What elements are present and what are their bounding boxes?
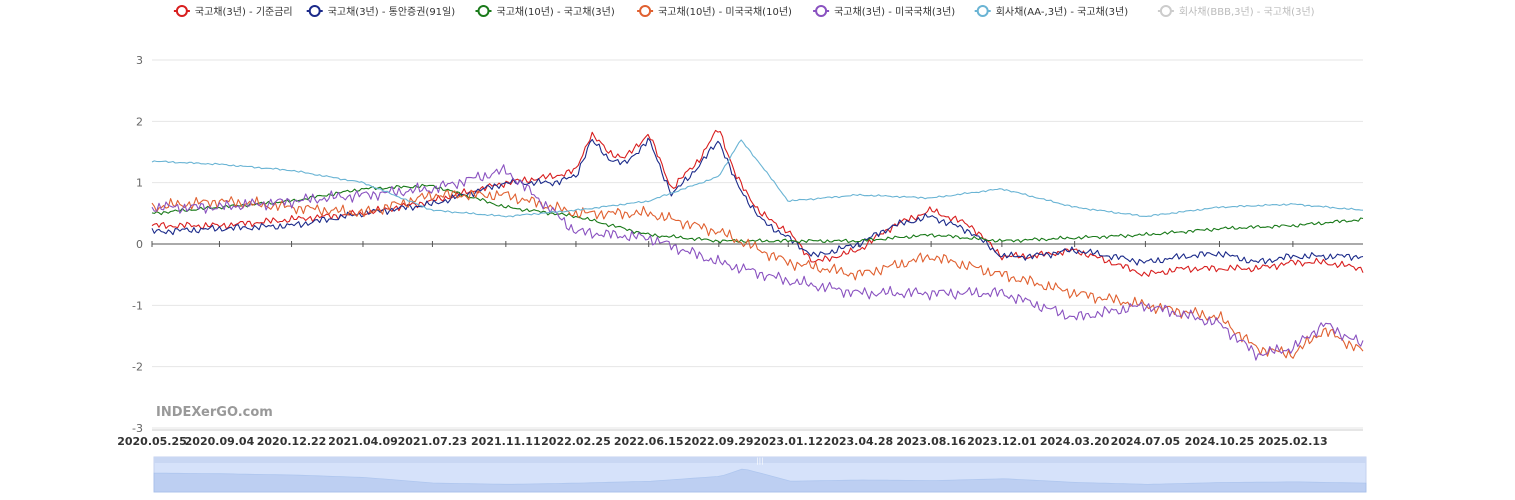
series-line (151, 183, 1364, 244)
x-tick-label: 2023.08.16 (896, 435, 966, 448)
x-tick-label: 2024.10.25 (1185, 435, 1255, 448)
y-tick-label: 3 (136, 54, 143, 67)
x-tick-label: 2022.06.15 (614, 435, 684, 448)
legend-item[interactable]: 회사채(BBB,3년) - 국고채(3년) (1157, 5, 1315, 18)
y-tick-label: -3 (132, 422, 143, 435)
navigator-grip-icon[interactable]: ||| (756, 457, 763, 465)
legend-marker-icon (308, 5, 321, 17)
y-axis: -3 -2 -1 0 1 2 3 (132, 54, 143, 435)
x-tick-label: 2022.09.29 (684, 435, 754, 448)
legend-label: 국고채(3년) - 기준금리 (195, 6, 293, 18)
legend-item[interactable]: 회사채(AA-,3년) - 국고채(3년) (974, 5, 1129, 18)
legend-label: 회사채(AA-,3년) - 국고채(3년) (996, 6, 1129, 18)
x-tick-label: 2020.05.25 (117, 435, 187, 448)
legend-label: 국고채(10년) - 국고채(3년) (497, 6, 615, 18)
navigator-series-area (153, 468, 1367, 493)
x-tick-label: 2023.04.28 (824, 435, 894, 448)
legend-label: 국고채(3년) - 미국국채(3년) (834, 6, 955, 18)
x-tick-label: 2025.02.13 (1258, 435, 1328, 448)
range-navigator[interactable]: ||| (153, 456, 1367, 493)
x-tick-label: 2020.09.04 (185, 435, 255, 448)
y-tick-label: 0 (136, 238, 143, 251)
legend-label: 국고채(10년) - 미국국채(10년) (658, 6, 792, 18)
x-tick-label: 2024.07.05 (1111, 435, 1181, 448)
series-line (151, 137, 1364, 266)
x-tick-label: 2023.01.12 (753, 435, 823, 448)
x-tick-label: 2022.02.25 (541, 435, 611, 448)
legend-label: 국고채(3년) - 통안증권(91일) (328, 6, 456, 18)
legend-item[interactable]: 국고채(10년) - 미국국채(10년) (637, 5, 792, 18)
navigator-handle-bar[interactable] (154, 457, 1366, 463)
y-tick-label: 1 (136, 177, 143, 190)
x-tick-label: 2021.11.11 (471, 435, 541, 448)
x-tick-label: 2023.12.01 (967, 435, 1037, 448)
series-line (151, 164, 1364, 361)
x-tick-label: 2024.03.20 (1040, 435, 1110, 448)
legend-item[interactable]: 국고채(3년) - 기준금리 (173, 5, 293, 18)
series-line (151, 139, 1364, 218)
legend-marker-icon (815, 5, 828, 17)
legend: 국고채(3년) - 기준금리 국고채(3년) - 통안증권(91일) 국고채(10년… (173, 5, 1315, 18)
legend-marker-icon (477, 5, 490, 17)
x-tick-label: 2021.07.23 (398, 435, 468, 448)
legend-marker-icon (639, 5, 652, 17)
series-lines (151, 129, 1364, 361)
watermark: INDEXerGO.com (156, 405, 273, 420)
legend-marker-icon (1159, 5, 1172, 17)
y-tick-label: 2 (136, 115, 143, 128)
legend-item[interactable]: 국고채(10년) - 국고채(3년) (475, 5, 615, 18)
legend-marker-icon (175, 5, 188, 17)
y-tick-label: -2 (132, 361, 143, 374)
legend-label: 회사채(BBB,3년) - 국고채(3년) (1179, 6, 1315, 18)
series-line (151, 129, 1364, 277)
grid (152, 59, 1363, 429)
legend-item[interactable]: 국고채(3년) - 미국국채(3년) (813, 5, 955, 18)
series-line (151, 189, 1364, 359)
legend-item[interactable]: 국고채(3년) - 통안증권(91일) (306, 5, 456, 18)
x-tick-label: 2021.04.09 (328, 435, 398, 448)
legend-marker-icon (976, 5, 989, 17)
y-tick-label: -1 (132, 299, 143, 312)
x-tick-label: 2020.12.22 (257, 435, 327, 448)
